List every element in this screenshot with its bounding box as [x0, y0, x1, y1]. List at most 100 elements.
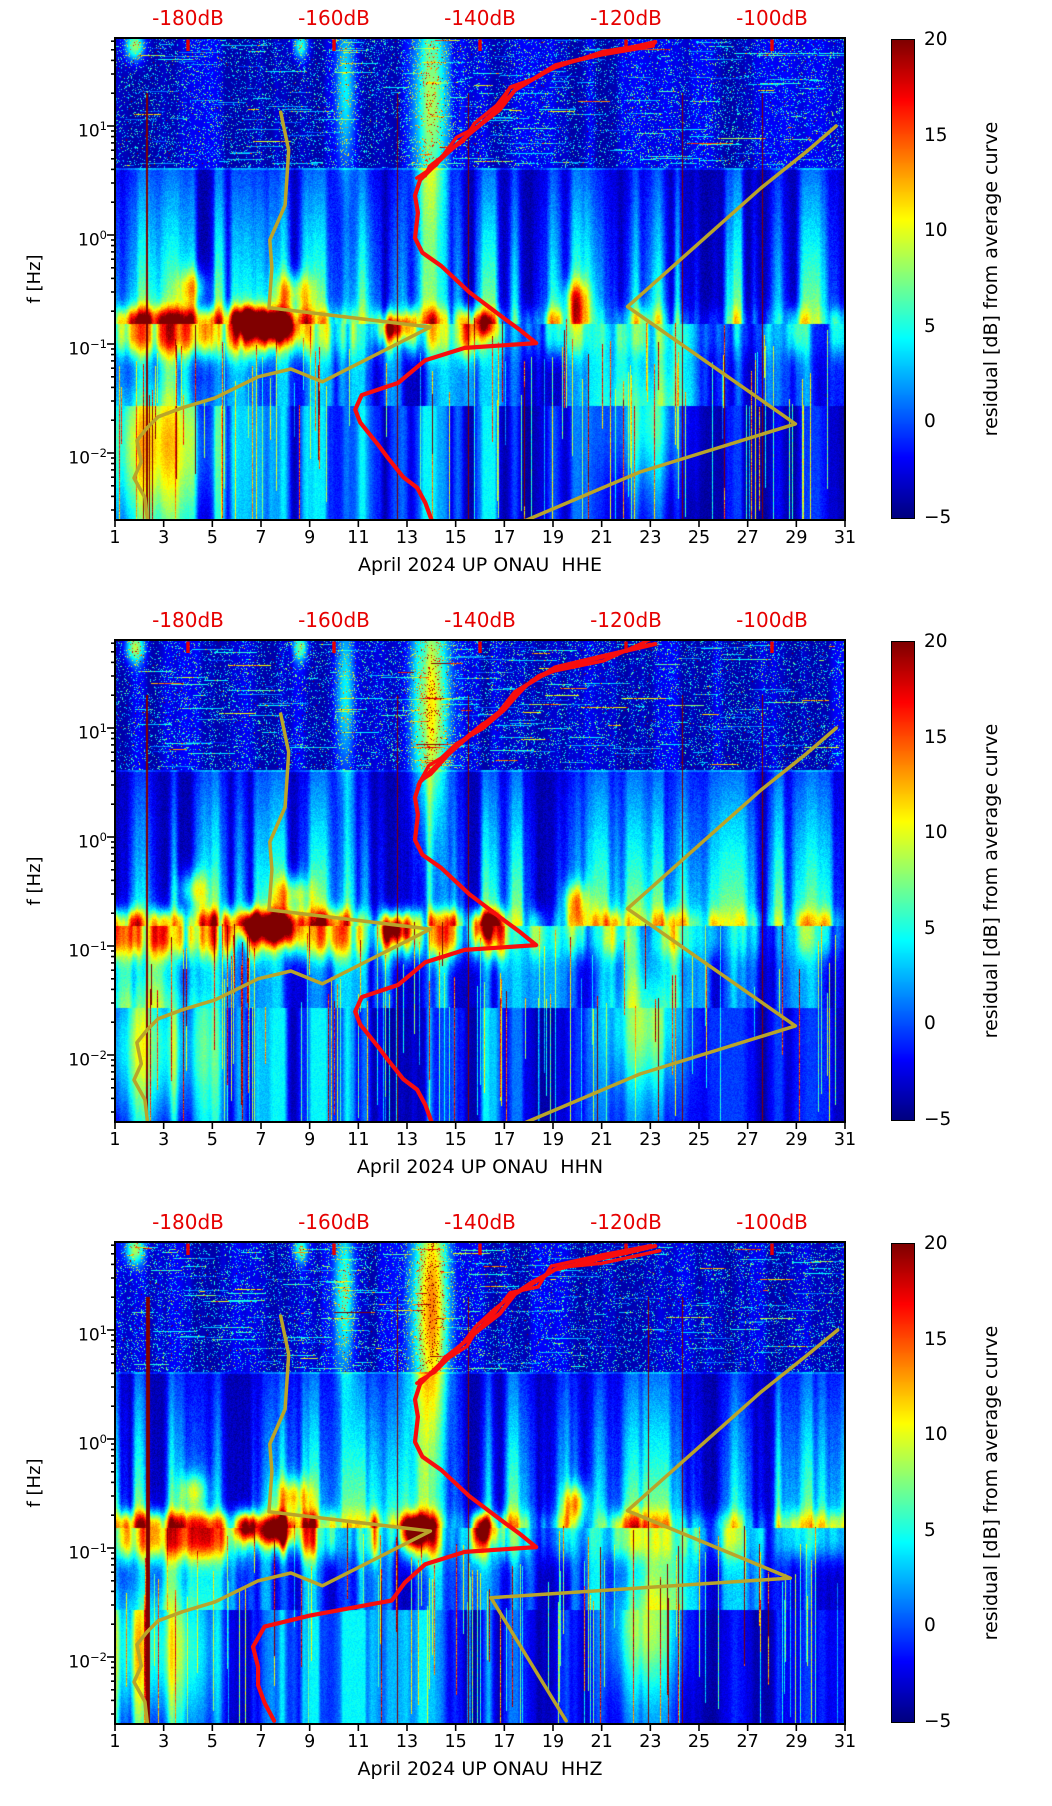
red-average-psd-curve: [250, 1243, 658, 1723]
x-tick-label: 23: [639, 528, 662, 548]
y-tick-exponent: −1: [90, 337, 107, 351]
colorbar-tick-label: 0: [924, 411, 936, 433]
colorbar: [891, 641, 915, 1121]
olive-psd-curve-left: [132, 1314, 433, 1724]
x-tick-label: 13: [395, 1732, 419, 1752]
y-tick-exponent: −1: [90, 939, 107, 953]
top-axis-db-label: -100dB: [736, 608, 808, 632]
x-tick-label: 25: [687, 1732, 711, 1752]
y-tick-mantissa: 10: [68, 1543, 91, 1564]
x-tick-label: 7: [255, 528, 267, 548]
y-tick-label: 10−2: [25, 441, 107, 469]
x-tick-label: 5: [206, 528, 218, 548]
top-axis-db-label: -120dB: [590, 608, 662, 632]
y-tick-label: 101: [25, 1318, 107, 1346]
top-axis-db-label: -120dB: [590, 6, 662, 30]
spectrogram-panel-hhn: -180dB -160dB -140dB -120dB -100dB 1 3 5 7 9 11 13…: [0, 602, 1052, 1204]
x-tick-label: 27: [736, 1732, 759, 1752]
x-tick-label: 31: [833, 1732, 857, 1752]
x-tick-label: 13: [395, 528, 419, 548]
x-tick-label: 31: [833, 1130, 857, 1150]
y-tick-exponent: −2: [90, 1048, 107, 1062]
colorbar-tick-label: 0: [924, 1615, 936, 1637]
x-tick-label: 13: [395, 1130, 419, 1150]
x-tick-label: 11: [347, 528, 370, 548]
colorbar-label: residual [dB] from average curve: [980, 723, 1002, 1039]
y-tick-exponent: −2: [90, 1650, 107, 1664]
x-tick-label: 29: [785, 528, 808, 548]
x-tick-label: 29: [785, 1130, 808, 1150]
top-axis-db-label: -100dB: [736, 6, 808, 30]
axis-ticks: [107, 642, 846, 1129]
y-tick-exponent: 0: [99, 1432, 107, 1446]
x-tick-label: 3: [158, 1732, 170, 1752]
top-axis-db-label: -140dB: [444, 1210, 516, 1234]
x-tick-label: 19: [541, 1732, 565, 1752]
colorbar-tick-label: −5: [924, 507, 952, 528]
top-axis-db-label: -140dB: [444, 608, 516, 632]
overlay-curves: [132, 39, 838, 520]
spectrogram-panel-hhe: -180dB -160dB -140dB -120dB -100dB 1 3 5 7 9 11 13…: [0, 0, 1052, 602]
x-tick-label: 15: [444, 1732, 467, 1752]
red-psd-curve-scribble: [415, 1249, 662, 1385]
y-tick-exponent: −2: [90, 446, 107, 460]
x-tick-label: 1: [109, 1732, 121, 1752]
y-tick-mantissa: 10: [78, 723, 100, 744]
axis-ticks: [107, 1244, 846, 1731]
plot-border: [114, 639, 846, 1123]
top-axis-db-label: -180dB: [152, 6, 224, 30]
y-tick-mantissa: 10: [68, 941, 91, 962]
x-tick-label: 15: [444, 1130, 467, 1150]
spectrogram-panel-hhz: -180dB -160dB -140dB -120dB -100dB 1 3 5 7 9 11 13…: [0, 1204, 1052, 1806]
olive-psd-curve-right: [489, 1328, 840, 1723]
colorbar: [891, 1243, 915, 1723]
x-axis-label: April 2024 UP ONAU HHE: [358, 554, 602, 576]
x-tick-label: 17: [493, 528, 516, 548]
colorbar-tick-label: 15: [924, 124, 948, 146]
top-axis-db-label: -180dB: [152, 608, 224, 632]
x-tick-label: 9: [304, 528, 316, 548]
axes-and-curves-overlay: [107, 1241, 846, 1731]
top-axis-red-ticks: [186, 641, 774, 653]
plot-border: [114, 1241, 846, 1725]
y-tick-exponent: 1: [99, 721, 107, 735]
y-tick-label: 10−2: [25, 1645, 107, 1673]
colorbar: [891, 39, 915, 519]
colorbar-tick-label: −5: [924, 1109, 952, 1130]
y-tick-mantissa: 10: [78, 1434, 100, 1455]
y-tick-mantissa: 10: [68, 339, 91, 360]
x-tick-label: 11: [347, 1732, 370, 1752]
colorbar-label: residual [dB] from average curve: [980, 121, 1002, 437]
y-tick-label: 10−1: [25, 934, 107, 962]
red-psd-curve-scribble: [418, 1243, 653, 1382]
x-tick-label: 7: [255, 1130, 267, 1150]
red-psd-curve-scribble: [420, 642, 652, 782]
x-tick-label: 27: [736, 528, 759, 548]
colorbar-tick-label: 10: [924, 1424, 948, 1446]
x-tick-label: 17: [493, 1732, 516, 1752]
olive-psd-curve-right: [523, 726, 838, 1122]
x-tick-label: 7: [255, 1732, 267, 1752]
red-psd-curve-scribble: [415, 44, 655, 180]
red-average-psd-curve: [353, 39, 658, 520]
x-tick-label: 5: [206, 1130, 218, 1150]
olive-psd-curve-right: [523, 124, 838, 520]
colorbar-tick-label: 20: [924, 1233, 948, 1254]
top-axis-db-label: -100dB: [736, 1210, 808, 1234]
colorbar-tick-label: −5: [924, 1711, 952, 1732]
spectrogram-heatmap-hhn: [115, 640, 845, 1122]
olive-psd-curve-left: [132, 712, 433, 1122]
x-tick-label: 21: [590, 1732, 613, 1752]
x-axis-label: April 2024 UP ONAU HHN: [356, 1156, 604, 1178]
x-tick-label: 25: [687, 1130, 711, 1150]
x-tick-label: 21: [590, 1130, 613, 1150]
colorbar-tick-label: 15: [924, 726, 948, 748]
top-axis-db-label: -160dB: [298, 1210, 370, 1234]
y-tick-mantissa: 10: [78, 121, 100, 142]
y-tick-mantissa: 10: [78, 230, 100, 251]
top-axis-red-ticks: [186, 39, 774, 51]
x-tick-label: 9: [304, 1130, 316, 1150]
colorbar-tick-label: 10: [924, 822, 948, 844]
x-tick-label: 29: [785, 1732, 808, 1752]
y-tick-exponent: −1: [90, 1541, 107, 1555]
